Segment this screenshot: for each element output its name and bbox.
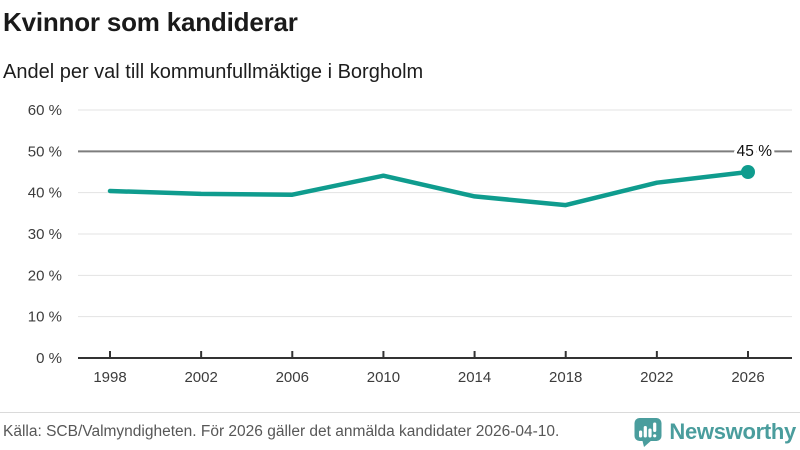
chart-footer: Källa: SCB/Valmyndigheten. För 2026 gäll… — [0, 412, 800, 450]
x-axis-label: 2026 — [731, 369, 764, 386]
x-axis-label: 2006 — [276, 369, 309, 386]
y-axis-label: 20 % — [28, 267, 62, 284]
x-axis-label: 2018 — [549, 369, 582, 386]
chart-header: Kvinnor som kandiderar Andel per val til… — [3, 0, 797, 85]
chart-title: Kvinnor som kandiderar — [3, 7, 298, 37]
end-point-label: 45 % — [737, 143, 773, 160]
chart-subtitle: Andel per val till kommunfullmäktige i B… — [3, 61, 424, 83]
x-axis-label: 2010 — [367, 369, 400, 386]
x-axis-label: 1998 — [93, 369, 126, 386]
y-axis-label: 60 % — [28, 102, 62, 119]
y-axis-label: 30 % — [28, 226, 62, 243]
y-axis-label: 0 % — [36, 350, 62, 367]
end-point — [741, 165, 755, 179]
newsworthy-wordmark: Newsworthy — [669, 418, 796, 444]
newsworthy-logo: Newsworthy — [634, 417, 796, 447]
y-axis-label: 40 % — [28, 185, 62, 202]
x-axis-label: 2022 — [640, 369, 673, 386]
x-axis-label: 2002 — [184, 369, 217, 386]
y-axis-label: 10 % — [28, 309, 62, 326]
y-axis-label: 50 % — [28, 143, 62, 160]
newsworthy-bubble-chart-icon — [634, 417, 662, 447]
x-axis-label: 2014 — [458, 369, 491, 386]
source-note: Källa: SCB/Valmyndigheten. För 2026 gäll… — [3, 422, 560, 440]
data-line — [107, 169, 751, 208]
